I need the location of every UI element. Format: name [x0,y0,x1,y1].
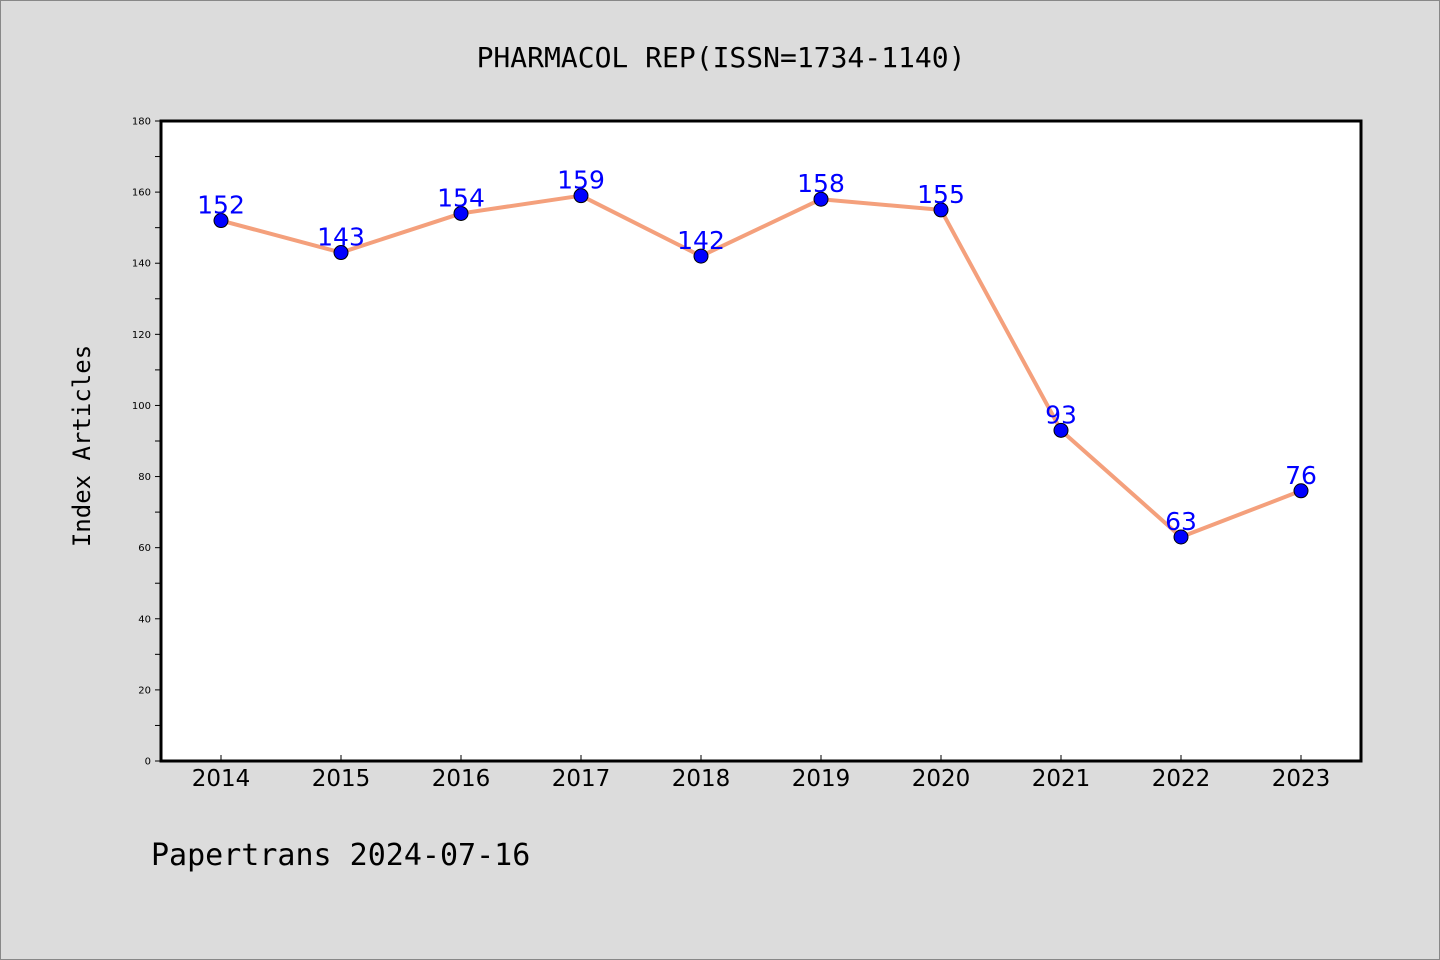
y-axis-label: Index Articles [68,345,96,547]
y-tick-label-100: 100 [132,401,151,412]
footer-text: Papertrans 2024-07-16 [151,838,530,873]
data-label-2021: 93 [1045,400,1077,429]
series-line-segment [459,193,583,216]
chart-title: PHARMACOL REP(ISSN=1734-1140) [477,41,966,74]
series-lines [219,193,1303,539]
y-tick-label-0: 0 [145,757,151,768]
y-tick-label-20: 20 [138,685,151,696]
data-point-2019 [813,191,829,207]
data-point-2022 [1173,529,1189,545]
x-tick-label-2015: 2015 [312,766,371,792]
data-label-2020: 155 [917,180,965,209]
x-tick-label-2022: 2022 [1152,766,1211,792]
x-tick-label-2018: 2018 [672,766,731,792]
x-tick-label-2019: 2019 [792,766,851,792]
data-point-2017 [573,188,589,204]
data-label-2016: 154 [437,183,485,212]
series-line-segment [939,207,1063,433]
x-axis: 2014 2015 2016 2017 2018 2019 2020 2021 2022 2023 [192,755,1331,792]
x-tick-label-2014: 2014 [192,766,251,792]
data-point-2014 [213,213,229,229]
x-tick-label-2016: 2016 [432,766,491,792]
series-line-segment [219,218,343,255]
series-line-segment [1179,488,1303,539]
y-tick-label-160: 160 [132,188,151,199]
y-tick-label-180: 180 [132,117,151,128]
data-labels: 152 143 154 159 142 158 155 93 63 76 [197,166,1317,536]
x-tick-label-2020: 2020 [912,766,971,792]
data-label-2019: 158 [797,169,845,198]
data-point-2023 [1293,483,1309,499]
data-point-2018 [693,248,709,264]
data-label-2022: 63 [1165,507,1197,536]
plot-frame [159,119,1363,763]
data-point-2020 [933,202,949,218]
data-label-2023: 76 [1285,461,1317,490]
data-label-2018: 142 [677,226,725,255]
series-line-segment [579,193,703,259]
y-tick-label-60: 60 [138,543,151,554]
x-tick-label-2023: 2023 [1272,766,1331,792]
series-line-segment [819,197,943,212]
y-tick-label-140: 140 [132,259,151,270]
y-tick-label-120: 120 [132,330,151,341]
x-tick-label-2021: 2021 [1032,766,1091,792]
series-line-segment [339,211,463,255]
x-tick-label-2017: 2017 [552,766,611,792]
series-markers [213,188,1309,545]
data-point-2021 [1053,422,1069,438]
series-line-segment [1059,428,1183,539]
data-label-2015: 143 [317,223,365,252]
y-axis: 0 20 40 60 80 100 120 140 160 180 [132,117,161,768]
data-point-2016 [453,205,469,221]
plot-area [161,121,1361,761]
data-label-2017: 159 [557,166,605,195]
series-line-segment [699,197,823,259]
data-point-2015 [333,245,349,261]
data-label-2014: 152 [197,191,245,220]
y-tick-label-80: 80 [138,472,151,483]
y-tick-label-40: 40 [138,614,151,625]
